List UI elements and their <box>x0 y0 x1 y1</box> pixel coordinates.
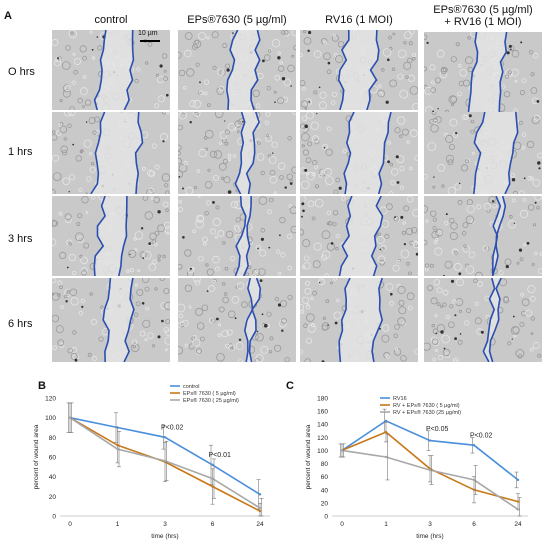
chart-panel-c: 0 20 40 60 80 100 120 140 160 180 0 1 3 6 24 time (hrs)… <box>305 396 528 540</box>
data-point <box>116 444 119 447</box>
data-point <box>428 468 432 472</box>
y-tick-label: 60 <box>321 474 329 481</box>
chart-panel-b: 0 20 40 60 80 100 120 0 1 3 6 24 time (hrs) percent o… <box>33 384 270 540</box>
y-tick-label: 140 <box>317 422 328 429</box>
y-tick-label: 100 <box>45 415 56 422</box>
p-value-annotation: P<0.02 <box>161 424 183 431</box>
data-point <box>384 419 388 423</box>
legend-label: EPs® 7630 ( 25 µg/ml) <box>183 397 239 404</box>
y-tick-label: 60 <box>49 455 57 462</box>
y-axis-title: percent of wound area <box>33 424 40 489</box>
y-tick-label: 40 <box>321 487 329 494</box>
legend-label: EPs® 7630 ( 5 µg/ml) <box>183 390 236 397</box>
data-point <box>211 477 214 480</box>
row-label-1h: 1 hrs <box>8 146 33 158</box>
data-point <box>472 488 476 491</box>
column-header-rv16: RV16 (1 MOI) <box>325 14 393 26</box>
y-tick-label: 180 <box>317 396 328 403</box>
micrograph-tile <box>52 30 170 110</box>
p-value-annotation: P<0.05 <box>426 426 448 433</box>
scale-bar <box>140 40 160 42</box>
micrograph-tile <box>178 278 296 362</box>
data-point <box>116 447 119 451</box>
column-header-combo-line2: + RV16 (1 MOI) <box>444 16 522 28</box>
legend-label: control <box>183 384 200 390</box>
x-tick-label: 3 <box>428 521 432 528</box>
data-point <box>516 500 520 503</box>
data-point <box>428 439 432 442</box>
y-tick-label: 160 <box>317 409 328 416</box>
data-point <box>516 508 520 511</box>
x-tick-label: 6 <box>211 521 215 528</box>
data-point <box>163 459 167 463</box>
y-tick-label: 80 <box>321 461 329 468</box>
data-point <box>258 509 262 513</box>
data-point <box>68 416 72 419</box>
x-tick-label: 0 <box>340 521 344 528</box>
row-label-0h: O hrs <box>8 66 35 78</box>
panel-c-letter: C <box>286 380 294 392</box>
y-axis-title: percent of wound area <box>305 424 312 489</box>
micrograph-tile <box>424 196 542 276</box>
x-axis-title: time (hrs) <box>151 533 178 540</box>
column-header-control: control <box>94 14 128 26</box>
micrograph-tile <box>300 112 418 194</box>
p-value-annotation: P<0.02 <box>470 432 492 439</box>
x-tick-label: 3 <box>163 521 167 528</box>
row-label-6h: 6 hrs <box>8 318 33 330</box>
x-tick-label: 24 <box>514 521 522 528</box>
x-tick-label: 24 <box>256 521 264 528</box>
y-tick-label: 120 <box>317 435 328 442</box>
x-tick-label: 0 <box>68 521 72 528</box>
column-header-combo-line1: EPs®7630 (5 µg/ml) <box>433 4 533 16</box>
legend-label: RV + EPs® 7630 ( 5 µg/ml) <box>393 402 460 409</box>
y-tick-label: 0 <box>324 514 328 521</box>
x-tick-label: 1 <box>116 521 120 528</box>
x-tick-label: 6 <box>472 521 476 528</box>
micrograph-tile <box>424 112 542 194</box>
data-point <box>516 478 520 482</box>
row-label-3h: 3 hrs <box>8 233 33 245</box>
y-tick-label: 100 <box>317 448 328 455</box>
data-point <box>163 436 167 439</box>
micrograph-tile <box>424 32 542 112</box>
data-point <box>384 430 388 434</box>
scale-bar-label: 10 µm <box>138 30 158 37</box>
y-tick-label: 0 <box>52 514 56 521</box>
micrograph-tile <box>178 112 296 194</box>
micrograph-tile <box>52 278 170 362</box>
micrograph-tile <box>52 112 170 194</box>
legend-label: RV + EPs® 7630 (25 µg/ml) <box>393 409 461 416</box>
y-tick-label: 20 <box>49 494 57 501</box>
column-header-eps: EPs®7630 (5 µg/ml) <box>187 14 287 26</box>
data-point <box>258 493 262 496</box>
y-tick-label: 120 <box>45 396 56 403</box>
micrograph-tile <box>178 30 296 110</box>
y-tick-label: 80 <box>49 435 57 442</box>
data-point <box>211 463 214 467</box>
micrograph-tile <box>300 278 418 362</box>
data-point <box>472 444 476 447</box>
panel-a-letter: A <box>4 10 12 22</box>
legend-label: RV16 <box>393 396 407 402</box>
data-point <box>472 478 476 482</box>
y-tick-label: 40 <box>49 474 57 481</box>
micrograph-tile <box>178 196 296 276</box>
x-tick-label: 1 <box>384 521 388 528</box>
data-point <box>258 506 262 510</box>
micrograph-tile <box>424 278 542 362</box>
data-point <box>384 455 388 459</box>
micrograph-tile <box>52 196 170 276</box>
x-axis-title: time (hrs) <box>416 533 443 540</box>
data-point <box>340 449 344 452</box>
y-tick-label: 20 <box>321 500 329 507</box>
panel-b-letter: B <box>38 380 46 392</box>
data-point <box>211 485 214 488</box>
micrograph-tile <box>300 196 418 276</box>
micrograph-tile <box>300 30 418 110</box>
p-value-annotation: P<0.01 <box>209 452 231 459</box>
